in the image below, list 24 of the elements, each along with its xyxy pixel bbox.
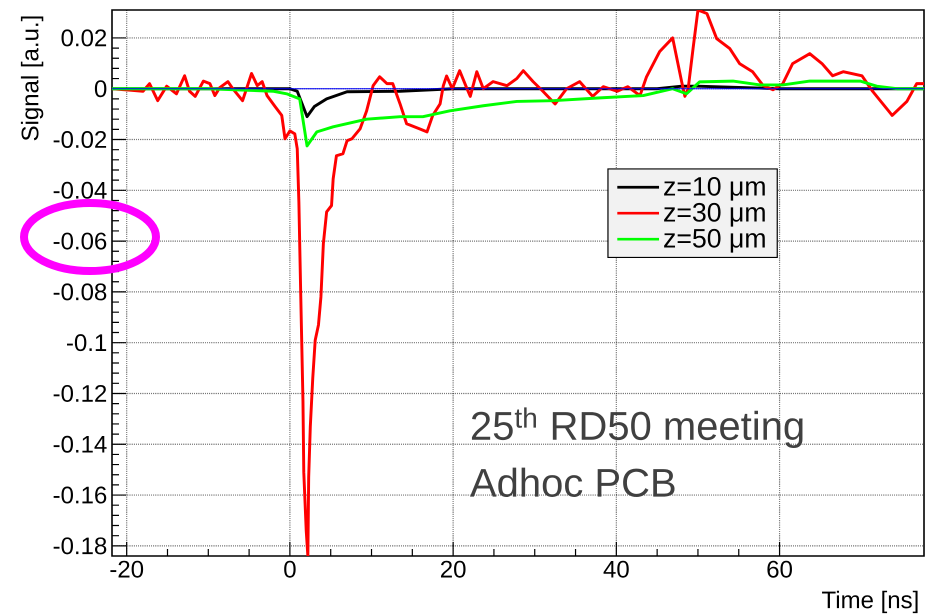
legend-label: z=10 μm <box>664 176 765 201</box>
x-axis-title: Time [ns] <box>822 590 918 614</box>
y-tick-label: 0.02 <box>62 29 106 46</box>
x-tick-label: -20 <box>110 560 144 578</box>
y-tick-label: -0.08 <box>54 283 106 300</box>
y-tick-label: -0.18 <box>54 537 106 554</box>
legend-label: z=50 μm <box>664 228 765 253</box>
y-tick-label: -0.14 <box>54 436 107 453</box>
y-tick-label: -0.02 <box>54 131 106 148</box>
line-series <box>112 10 924 556</box>
y-axis-title: Signal [a.u.] <box>20 16 44 140</box>
y-tick-label: -0.1 <box>67 334 106 352</box>
y-tick-label: -0.06 <box>54 232 106 250</box>
annotation: 25$^{th}$ RD50 meeting <box>472 407 803 448</box>
y-tick-label: 0 <box>94 80 106 98</box>
legend-label: z=30 μm <box>664 202 765 227</box>
annotation: Adhoc PCB <box>470 468 675 497</box>
y-tick-label: -0.04 <box>54 182 107 199</box>
x-tick-label: 0 <box>284 560 296 578</box>
x-tick-label: 60 <box>767 560 792 578</box>
x-tick-label: 20 <box>440 560 466 578</box>
y-tick-label: -0.12 <box>54 384 106 402</box>
x-tick-label: 40 <box>604 560 629 578</box>
y-tick-label: -0.16 <box>54 486 106 504</box>
